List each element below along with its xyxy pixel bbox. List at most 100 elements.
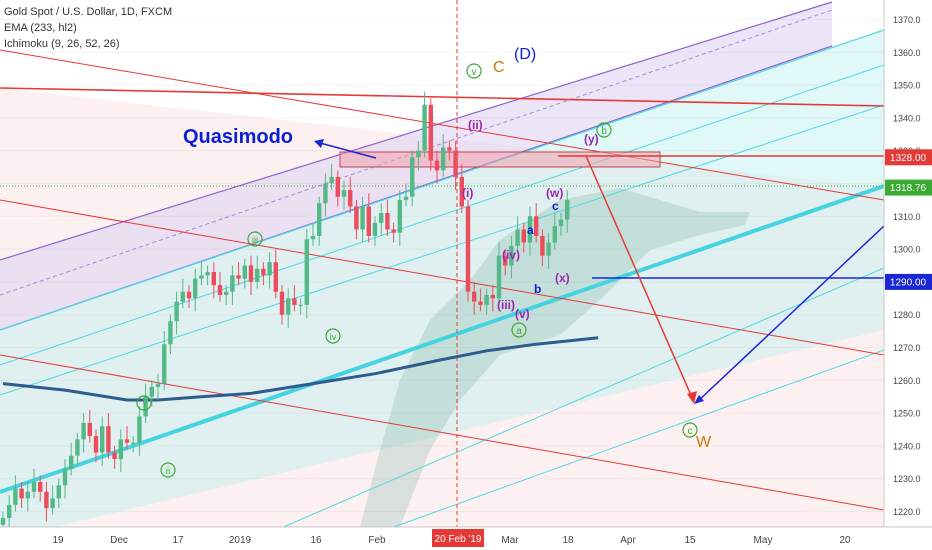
price-tick-1350: 1350.0 <box>893 81 921 91</box>
date-marker-text: 20 Feb '19 <box>435 534 482 545</box>
price-tick-1280: 1280.0 <box>893 310 921 320</box>
candle-body-20 <box>124 439 130 443</box>
candle-body-56 <box>348 190 353 207</box>
wave-ii-circle: ii <box>160 462 176 478</box>
candle-body-52 <box>323 183 328 204</box>
candle-body-27 <box>168 321 173 345</box>
red-channel-mid <box>0 199 884 356</box>
svg-text:iii: iii <box>252 235 258 245</box>
time-tick-0: 19 <box>52 535 64 546</box>
wave-i-circle: i <box>136 395 152 411</box>
time-tick-9: 15 <box>684 535 696 546</box>
price-tick-1360: 1360.0 <box>893 48 921 58</box>
time-tick-10: May <box>754 535 773 546</box>
projection-arrowhead-blue <box>694 395 704 404</box>
candle-body-62 <box>385 213 390 230</box>
candle-body-48 <box>298 304 303 306</box>
candle-body-83 <box>515 229 520 246</box>
svg-text:i: i <box>143 399 145 410</box>
candle-body-64 <box>397 199 402 233</box>
red-channel-lower <box>0 354 884 511</box>
quasimodo-zone <box>339 151 661 168</box>
svg-text:ii: ii <box>166 466 170 477</box>
price-badge-text-1: 1318.76 <box>890 183 927 194</box>
candle-body-40 <box>248 265 254 282</box>
candle-body-78 <box>484 295 489 305</box>
wave-c-navy-label: c <box>552 199 559 213</box>
price-tick-1370: 1370.0 <box>893 15 921 25</box>
svg-text:a: a <box>516 326 522 337</box>
candle-body-4 <box>25 491 30 499</box>
ema-indicator-label[interactable]: EMA (233, hl2) <box>4 22 77 34</box>
candle-body-12 <box>75 439 80 456</box>
candle-body-84 <box>521 229 526 243</box>
time-tick-8: Apr <box>620 535 636 546</box>
candle-body-8 <box>50 498 55 509</box>
candle-body-1 <box>7 504 12 519</box>
candle-body-35 <box>217 285 223 296</box>
price-tick-1300: 1300.0 <box>893 245 921 255</box>
svg-text:iv: iv <box>330 332 337 342</box>
wave-v-circle: v <box>466 63 482 79</box>
candle-body-18 <box>112 452 117 460</box>
wave-(iv)-label: (iv) <box>502 248 520 262</box>
candle-body-37 <box>230 275 235 292</box>
time-tick-4: 16 <box>310 535 322 546</box>
candle-body-13 <box>81 422 86 440</box>
candle-body-7 <box>44 491 49 509</box>
wave-(x)-label: (x) <box>555 271 570 285</box>
candle-body-69 <box>428 104 433 161</box>
candle-body-89 <box>552 226 557 243</box>
price-badge-0 <box>885 149 932 166</box>
candle-body-15 <box>93 436 99 453</box>
date-marker-badge: 20 Feb '19 <box>432 529 484 547</box>
candle-body-63 <box>391 229 396 233</box>
candle-body-68 <box>422 104 427 151</box>
ema-233-line <box>2 336 599 402</box>
candle-body-45 <box>279 291 285 315</box>
price-axis[interactable] <box>884 0 932 527</box>
price-tick-1220: 1220.0 <box>893 507 921 517</box>
candle-body-28 <box>174 301 179 322</box>
candle-body-47 <box>292 298 297 305</box>
wave-(i)-label: (i) <box>462 186 473 200</box>
cyan-channel-zone <box>0 30 884 527</box>
candle-body-55 <box>341 190 347 197</box>
cyan-line-1 <box>0 64 884 366</box>
price-tick-1240: 1240.0 <box>893 441 921 451</box>
time-tick-3: 2019 <box>229 535 252 546</box>
svg-text:b: b <box>601 126 607 137</box>
candle-body-17 <box>106 426 111 453</box>
candle-body-66 <box>410 157 415 197</box>
candle-body-29 <box>180 291 185 302</box>
svg-text:v: v <box>472 67 477 78</box>
symbol-title[interactable]: Gold Spot / U.S. Dollar, 1D, FXCM <box>4 6 173 18</box>
candle-body-30 <box>186 291 192 299</box>
candle-body-73 <box>453 150 458 177</box>
candle-body-59 <box>366 206 371 236</box>
candle-body-42 <box>261 268 266 276</box>
price-badge-1 <box>885 179 932 196</box>
cyan-line-4 <box>392 349 884 527</box>
candle-body-36 <box>224 291 229 296</box>
price-tick-1230: 1230.0 <box>893 474 921 484</box>
candle-body-51 <box>317 203 322 236</box>
candle-body-72 <box>447 147 452 151</box>
projection-arrow-blue <box>695 225 884 404</box>
ichimoku-indicator-label[interactable]: Ichimoku (9, 26, 52, 26) <box>4 38 120 50</box>
price-axis-badges: 1328.00 1318.76 1290.00 <box>885 149 932 290</box>
price-tick-1270: 1270.0 <box>893 343 921 353</box>
quasimodo-label: Quasimodo <box>183 126 293 148</box>
candle-body-46 <box>286 298 291 315</box>
projection-arrowhead-red <box>687 391 697 404</box>
price-badge-2 <box>885 273 932 290</box>
wave-b-circle: b <box>596 122 612 138</box>
wave-(w)-label: (w) <box>546 186 563 200</box>
candle-body-71 <box>441 147 446 171</box>
candle-body-79 <box>490 295 495 299</box>
ichimoku-cloud <box>360 188 750 527</box>
candle-body-54 <box>335 176 340 197</box>
candle-body-19 <box>118 439 123 460</box>
